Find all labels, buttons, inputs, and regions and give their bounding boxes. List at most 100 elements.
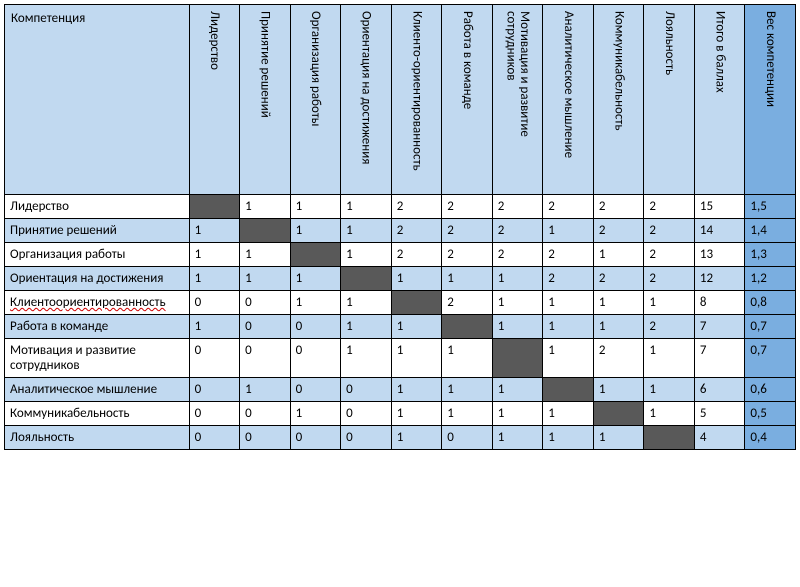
col-header: Лояльность (644, 5, 695, 195)
data-cell: 2 (644, 267, 695, 291)
data-cell: 1 (593, 378, 644, 402)
col-header: Аналитическое мышление (543, 5, 594, 195)
row-label: Мотивация и развитие сотрудников (5, 339, 190, 378)
data-cell: 1 (391, 339, 442, 378)
data-cell (644, 426, 695, 450)
data-cell: 2 (593, 339, 644, 378)
data-cell: 1 (492, 378, 543, 402)
data-cell: 1 (442, 402, 493, 426)
data-cell: 2 (644, 219, 695, 243)
table-row: Работа в команде10011111270,7 (5, 315, 796, 339)
data-cell: 0 (341, 402, 392, 426)
table-row: Мотивация и развитие сотрудников00011112… (5, 339, 796, 378)
data-cell: 0 (189, 378, 240, 402)
data-cell: 2 (391, 195, 442, 219)
data-cell: 0 (189, 402, 240, 426)
data-cell: 1 (391, 315, 442, 339)
data-cell: 1 (189, 243, 240, 267)
data-cell: 2 (442, 219, 493, 243)
weight-cell: 1,5 (745, 195, 796, 219)
data-cell: 1 (543, 315, 594, 339)
col-header-label: Аналитическое мышление (561, 11, 575, 158)
data-cell (240, 219, 291, 243)
data-cell: 1 (492, 402, 543, 426)
col-header-label: Ориентация на достижения (359, 11, 373, 164)
data-cell: 1 (593, 426, 644, 450)
row-label: Аналитическое мышление (5, 378, 190, 402)
total-cell: 14 (694, 219, 745, 243)
total-cell: 5 (694, 402, 745, 426)
col-header-weight: Вес компетенции (745, 5, 796, 195)
total-cell: 12 (694, 267, 745, 291)
data-cell: 2 (442, 195, 493, 219)
data-cell: 1 (391, 402, 442, 426)
col-header-label: Лояльность (662, 11, 676, 75)
col-header-label: Коммуникабельность (612, 11, 626, 131)
total-cell: 4 (694, 426, 745, 450)
weight-cell: 0,7 (745, 339, 796, 378)
weight-cell: 0,5 (745, 402, 796, 426)
col-header: Клиенто-ориентированность (391, 5, 442, 195)
data-cell: 1 (543, 219, 594, 243)
data-cell: 1 (290, 195, 341, 219)
row-label: Работа в команде (5, 315, 190, 339)
data-cell (442, 315, 493, 339)
data-cell: 1 (593, 291, 644, 315)
data-cell (492, 339, 543, 378)
col-header-label: Принятие решений (258, 11, 272, 118)
weight-cell: 1,4 (745, 219, 796, 243)
data-cell: 2 (593, 267, 644, 291)
data-cell: 1 (341, 315, 392, 339)
col-header: Ориентация на достижения (341, 5, 392, 195)
col-header-label: Организация работы (309, 11, 323, 126)
data-cell: 1 (290, 267, 341, 291)
col-header: Организация работы (290, 5, 341, 195)
data-cell: 2 (442, 243, 493, 267)
row-label: Лояльность (5, 426, 190, 450)
data-cell: 1 (341, 219, 392, 243)
data-cell: 1 (644, 339, 695, 378)
data-cell: 2 (644, 315, 695, 339)
total-cell: 15 (694, 195, 745, 219)
total-cell: 7 (694, 315, 745, 339)
data-cell (593, 402, 644, 426)
data-cell: 1 (290, 219, 341, 243)
data-cell: 0 (290, 315, 341, 339)
table-row: Коммуникабельность00101111150,5 (5, 402, 796, 426)
table-row: Организация работы111222212131,3 (5, 243, 796, 267)
data-cell: 1 (189, 315, 240, 339)
data-cell: 0 (290, 426, 341, 450)
data-cell: 0 (240, 402, 291, 426)
weight-cell: 0,8 (745, 291, 796, 315)
col-header: Лидерство (189, 5, 240, 195)
corner-cell: Компетенция (5, 5, 190, 195)
data-cell: 1 (240, 267, 291, 291)
table-row: Клиентоориентированность00112111180,8 (5, 291, 796, 315)
data-cell: 0 (290, 378, 341, 402)
col-header-label: Итого в баллах (713, 11, 727, 93)
header-row: Компетенция Лидерство Принятие решений О… (5, 5, 796, 195)
data-cell: 1 (341, 339, 392, 378)
col-header-label: Лидерство (208, 11, 222, 70)
data-cell: 2 (492, 219, 543, 243)
data-cell: 1 (644, 402, 695, 426)
data-cell: 0 (240, 426, 291, 450)
col-header: Коммуникабельность (593, 5, 644, 195)
data-cell: 2 (644, 195, 695, 219)
data-cell: 1 (189, 219, 240, 243)
data-cell: 1 (492, 426, 543, 450)
data-cell: 1 (442, 378, 493, 402)
table-row: Лояльность00001011140,4 (5, 426, 796, 450)
row-label: Принятие решений (5, 219, 190, 243)
row-label: Ориентация на достижения (5, 267, 190, 291)
row-label-text: Клиентоориентированность (10, 295, 166, 310)
data-cell: 0 (341, 378, 392, 402)
data-cell: 1 (240, 195, 291, 219)
data-cell (391, 291, 442, 315)
col-header: Принятие решений (240, 5, 291, 195)
data-cell: 1 (644, 378, 695, 402)
data-cell: 1 (391, 267, 442, 291)
table-row: Ориентация на достижения111111222121,2 (5, 267, 796, 291)
data-cell: 1 (543, 339, 594, 378)
data-cell: 2 (492, 195, 543, 219)
